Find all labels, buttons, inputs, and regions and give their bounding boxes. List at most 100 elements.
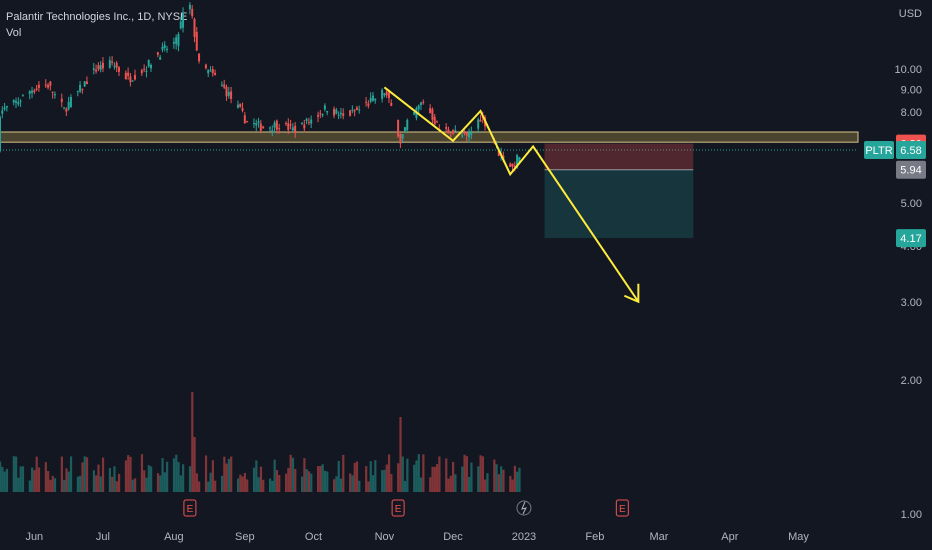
candle-body <box>305 118 308 121</box>
candle-body <box>67 101 70 110</box>
candle-body <box>275 120 278 130</box>
volume-bar <box>188 466 192 492</box>
symbol-title: Palantir Technologies Inc., 1D, NYSE <box>6 11 188 23</box>
volume-bar <box>63 479 66 492</box>
volume-bar <box>307 471 311 492</box>
candle-body <box>5 106 8 108</box>
candle-body <box>230 91 233 99</box>
candle-body <box>163 44 166 48</box>
volume-bar <box>12 456 15 492</box>
target-badge-label: 4.17 <box>900 233 921 245</box>
candle-body <box>454 130 457 132</box>
x-tick-label: 2023 <box>512 531 536 543</box>
volume-bar <box>401 456 404 492</box>
volume-bar <box>463 454 466 492</box>
volume-bar <box>252 467 256 492</box>
candle-body <box>15 100 18 103</box>
candle-body <box>436 121 439 123</box>
volume-bar <box>239 474 242 492</box>
candle-body <box>236 104 239 108</box>
candle-body <box>95 69 98 72</box>
candle-body <box>374 98 377 101</box>
volume-bar <box>355 461 359 492</box>
volume-bar <box>486 473 489 492</box>
x-tick-label: Jul <box>96 531 110 543</box>
volume-bar <box>465 456 468 492</box>
volume-bar <box>161 458 164 492</box>
candle-body <box>108 60 111 68</box>
volume-bar <box>211 460 214 492</box>
volume-bar <box>497 474 500 492</box>
earnings-marker <box>615 499 629 517</box>
volume-bar <box>257 477 260 492</box>
candle-body <box>47 84 50 88</box>
volume-bar <box>127 455 130 492</box>
volume-bar <box>319 466 322 492</box>
x-tick-label: Mar <box>649 531 668 543</box>
earnings-marker-label: E <box>187 504 194 515</box>
volume-bar <box>310 473 313 492</box>
volume-bar <box>204 455 208 492</box>
x-tick-label: Sep <box>235 531 255 543</box>
candle-body <box>403 127 406 131</box>
volume-bar <box>259 466 263 492</box>
volume-bar <box>69 456 73 492</box>
candle-body <box>177 34 180 47</box>
volume-bar <box>422 454 425 492</box>
candle-body <box>333 108 336 116</box>
candle-body <box>65 108 68 112</box>
volume-bar <box>220 475 224 492</box>
lightning-icon <box>521 501 527 515</box>
volume-bar <box>49 479 52 492</box>
candle-body <box>3 107 6 110</box>
candle-body <box>113 65 116 67</box>
candle-body <box>303 124 306 129</box>
volume-bar <box>406 458 409 492</box>
drawing-layer[interactable] <box>383 86 640 304</box>
volume-bar <box>436 464 439 492</box>
volume-bar <box>156 473 160 492</box>
volume-bar <box>3 471 6 492</box>
candle-body <box>262 126 265 129</box>
candle-body <box>172 41 175 44</box>
candle-body <box>349 110 352 116</box>
candle-body <box>214 72 217 75</box>
candle-body <box>365 101 368 103</box>
volume-bar <box>28 480 31 492</box>
candle-body <box>381 89 384 99</box>
candle-body <box>367 103 370 106</box>
candle-body <box>220 84 223 86</box>
candle-body <box>301 122 304 124</box>
volume-bar <box>129 456 132 492</box>
volume-bar <box>438 456 441 492</box>
candle-body <box>85 81 88 85</box>
volume-bar <box>1 466 4 492</box>
candle-body <box>63 107 66 109</box>
candle-body <box>227 92 230 96</box>
volume-bar <box>351 475 354 492</box>
candle-body <box>81 88 84 90</box>
candle-body <box>147 60 150 67</box>
volume-bar <box>468 476 471 492</box>
candle-body <box>83 81 86 87</box>
candle-body <box>35 88 38 90</box>
candle-body <box>99 65 102 70</box>
volume-bar <box>182 464 185 492</box>
candle-body <box>397 120 400 137</box>
candle-body <box>353 110 356 112</box>
volume-bar <box>268 478 272 492</box>
candle-body <box>273 122 276 128</box>
volume-bar <box>145 477 148 492</box>
y-tick-label: 8.00 <box>901 107 922 119</box>
candle-body <box>182 12 185 28</box>
volume-bar <box>207 481 210 492</box>
x-tick-label: Jun <box>25 531 43 543</box>
volume-bar <box>191 392 194 492</box>
candle-body <box>422 101 425 103</box>
candle-body <box>150 64 153 69</box>
candle-body <box>179 21 182 29</box>
volume-bar <box>95 475 98 492</box>
x-tick-label: May <box>788 531 809 543</box>
candle-body <box>204 64 207 69</box>
